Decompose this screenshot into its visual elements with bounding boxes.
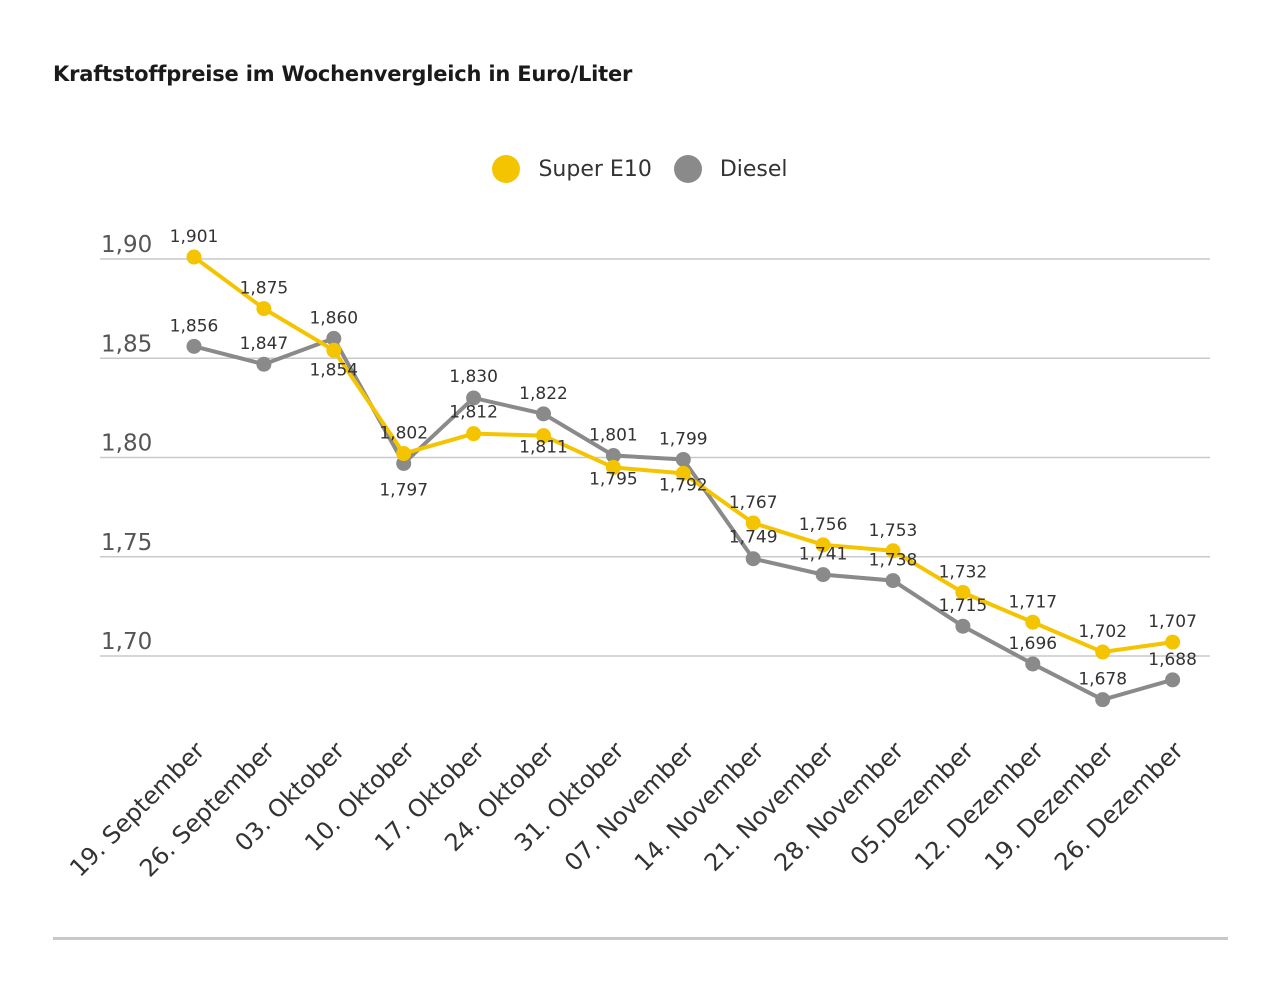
data-point-diesel [1165, 672, 1181, 688]
data-label-super-e10: 1,811 [519, 438, 568, 458]
data-point-super-e10 [815, 537, 831, 553]
data-point-super-e10 [186, 249, 202, 265]
data-point-super-e10 [396, 446, 412, 462]
data-point-diesel [186, 338, 202, 354]
data-label-diesel: 1,847 [240, 334, 289, 354]
data-label-super-e10: 1,702 [1078, 622, 1127, 642]
data-point-super-e10 [675, 465, 691, 481]
legend-item-super-e10: Super E10 [492, 155, 652, 183]
data-label-diesel: 1,860 [309, 308, 358, 328]
data-point-diesel [466, 390, 482, 406]
data-label-super-e10: 1,756 [799, 515, 848, 535]
data-point-super-e10 [256, 301, 272, 317]
legend-label-super-e10: Super E10 [538, 156, 652, 182]
data-label-super-e10: 1,875 [240, 279, 289, 299]
series-super-e10 [186, 249, 1181, 660]
data-label-super-e10: 1,707 [1148, 612, 1197, 632]
legend-marker-super-e10 [492, 155, 521, 183]
data-label-super-e10: 1,795 [589, 469, 638, 489]
data-label-super-e10: 1,732 [939, 562, 988, 582]
data-point-diesel [885, 573, 901, 589]
chart-title: Kraftstoffpreise im Wochenvergleich in E… [53, 62, 633, 86]
data-point-super-e10 [885, 543, 901, 559]
bottom-divider [53, 937, 1228, 940]
data-point-super-e10 [536, 428, 551, 444]
data-label-diesel: 1,688 [1148, 650, 1197, 670]
data-label-diesel: 1,678 [1078, 670, 1127, 690]
y-tick-label: 1,90 [101, 232, 152, 258]
data-label-diesel: 1,696 [1008, 634, 1057, 654]
data-label-diesel: 1,738 [869, 551, 918, 571]
data-label-diesel: 1,856 [170, 316, 219, 336]
data-point-diesel [745, 551, 761, 567]
y-tick-label: 1,80 [101, 431, 152, 457]
data-point-diesel [675, 451, 691, 467]
data-point-diesel [605, 448, 621, 464]
data-label-diesel: 1,797 [379, 480, 428, 500]
data-label-diesel: 1,801 [589, 426, 638, 446]
data-point-diesel [815, 567, 831, 583]
data-label-super-e10: 1,717 [1008, 592, 1057, 612]
data-point-super-e10 [466, 426, 482, 442]
data-labels: 1,901 1,875 1,854 1,802 1,812 1,811 1,795 1,792… [170, 227, 1197, 690]
data-point-super-e10 [605, 459, 621, 475]
data-point-diesel [326, 330, 342, 346]
x-tick-label: 26. Dezember [1049, 736, 1189, 876]
data-point-super-e10 [745, 515, 761, 531]
data-label-super-e10: 1,802 [379, 424, 428, 444]
data-point-diesel [536, 406, 551, 422]
data-label-super-e10: 1,854 [309, 360, 358, 380]
data-point-super-e10 [1165, 634, 1181, 650]
data-label-diesel: 1,749 [729, 528, 778, 548]
data-label-super-e10: 1,767 [729, 493, 778, 513]
data-point-diesel [1095, 692, 1111, 708]
x-tick-label: 05.Dezember [845, 736, 979, 870]
y-axis-ticks: 1,70 1,75 1,80 1,85 1,90 [101, 232, 152, 655]
data-label-diesel: 1,822 [519, 384, 568, 404]
y-tick-label: 1,85 [101, 331, 152, 357]
data-point-super-e10 [955, 584, 971, 600]
data-point-diesel [955, 618, 971, 634]
data-label-diesel: 1,741 [799, 545, 848, 565]
data-label-super-e10: 1,753 [869, 521, 918, 541]
data-point-super-e10 [326, 342, 342, 358]
data-label-diesel: 1,830 [449, 367, 498, 387]
legend: Super E10 Diesel [0, 152, 1280, 186]
data-point-super-e10 [1095, 644, 1111, 660]
y-tick-label: 1,75 [101, 530, 152, 556]
legend-item-diesel: Diesel [673, 155, 788, 183]
data-label-super-e10: 1,812 [449, 403, 498, 423]
data-label-super-e10: 1,901 [170, 227, 219, 247]
data-point-super-e10 [1025, 614, 1041, 630]
data-label-super-e10: 1,792 [659, 475, 708, 495]
series-diesel [186, 330, 1181, 708]
data-point-diesel [1025, 656, 1041, 672]
y-tick-label: 1,70 [101, 629, 152, 655]
data-label-diesel: 1,715 [939, 596, 988, 616]
legend-label-diesel: Diesel [719, 156, 788, 182]
data-point-diesel [256, 356, 272, 372]
data-label-diesel: 1,799 [659, 429, 708, 449]
legend-marker-diesel [673, 155, 702, 183]
